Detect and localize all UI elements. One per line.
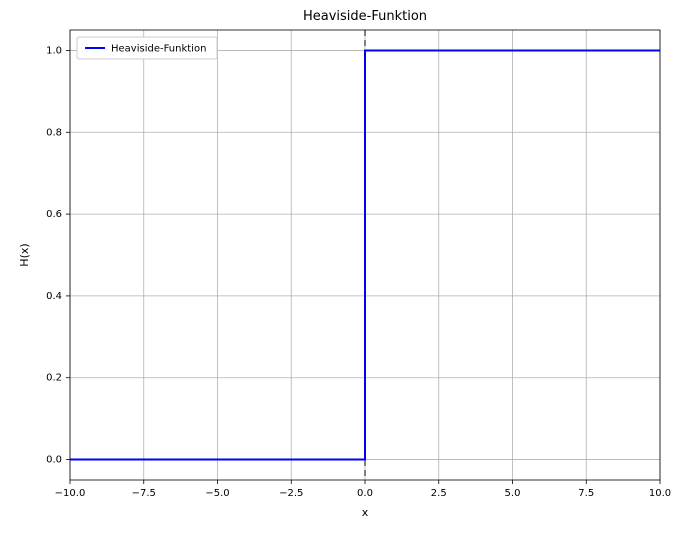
chart-title: Heaviside-Funktion bbox=[303, 9, 427, 24]
ylabel: H(x) bbox=[18, 243, 31, 266]
ytick-label: 0.0 bbox=[46, 455, 62, 466]
ytick-label: 1.0 bbox=[46, 45, 62, 56]
chart-container: −10.0 −7.5 −5.0 −2.5 0.0 2.5 5.0 7.5 10.0 0.0 0.2 0… bbox=[0, 0, 691, 545]
xtick-label: −7.5 bbox=[132, 488, 156, 499]
xtick-label: −5.0 bbox=[205, 488, 229, 499]
xtick-label: 7.5 bbox=[578, 488, 594, 499]
ytick-label: 0.2 bbox=[46, 373, 62, 384]
xtick-label: 2.5 bbox=[431, 488, 447, 499]
xtick-label: 10.0 bbox=[649, 488, 671, 499]
xtick-label: 0.0 bbox=[357, 488, 373, 499]
xtick-label: −10.0 bbox=[55, 488, 86, 499]
xtick-label: 5.0 bbox=[505, 488, 521, 499]
chart-svg: −10.0 −7.5 −5.0 −2.5 0.0 2.5 5.0 7.5 10.0 0.0 0.2 0… bbox=[0, 0, 691, 545]
legend: Heaviside-Funktion bbox=[77, 37, 217, 59]
legend-label: Heaviside-Funktion bbox=[111, 44, 206, 55]
ytick-label: 0.4 bbox=[46, 291, 62, 302]
ytick-label: 0.8 bbox=[46, 127, 62, 138]
xtick-label: −2.5 bbox=[279, 488, 303, 499]
ytick-label: 0.6 bbox=[46, 209, 62, 220]
xlabel: x bbox=[362, 506, 369, 519]
